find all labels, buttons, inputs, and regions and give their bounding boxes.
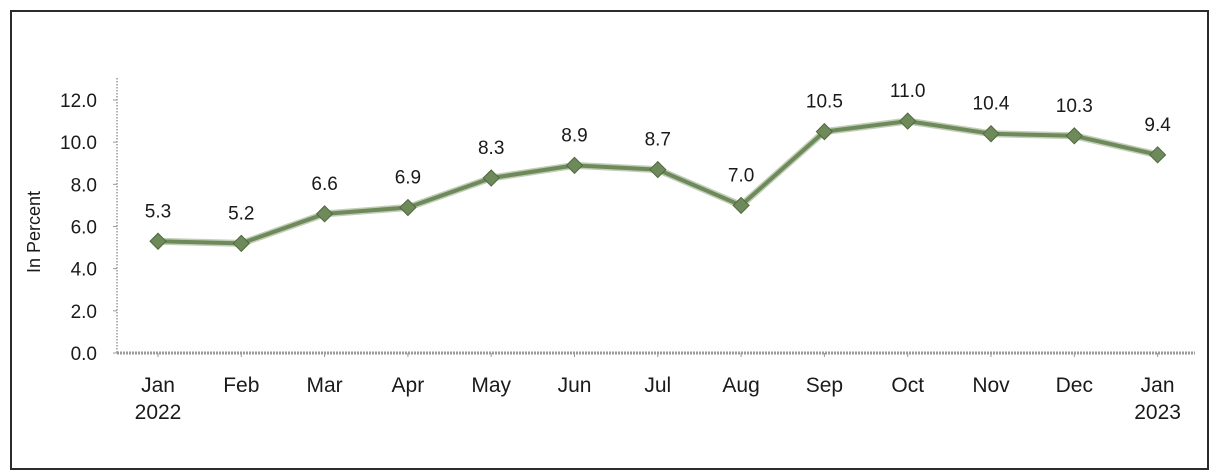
data-label: 10.3 <box>1056 96 1093 117</box>
data-point-marker <box>482 169 500 187</box>
data-label: 5.2 <box>228 203 254 224</box>
data-label: 7.0 <box>728 165 754 186</box>
x-tick-label: Mar <box>307 374 343 397</box>
data-label: 11.0 <box>890 81 926 102</box>
data-point-marker <box>399 198 417 217</box>
data-point-marker <box>232 234 251 253</box>
x-tick-label: Jul <box>644 374 671 397</box>
y-tick-label: 0.0 <box>71 344 97 365</box>
data-point-marker <box>1065 127 1084 145</box>
x-tick-label: Aug <box>722 374 759 397</box>
data-point-marker <box>315 205 334 223</box>
x-tick-label: Apr <box>392 374 425 397</box>
x-tick-label: Feb <box>223 374 259 397</box>
y-tick-label: 2.0 <box>71 302 97 323</box>
data-point-marker <box>815 122 834 141</box>
x-tick-label: Jun <box>558 374 592 397</box>
x-tick-label: Nov <box>972 374 1010 397</box>
data-point-marker <box>982 125 1000 143</box>
data-point-marker <box>149 232 167 250</box>
x-tick-label: Dec <box>1056 374 1093 397</box>
data-label: 8.7 <box>645 130 671 151</box>
x-tick-label: Oct <box>891 374 924 397</box>
data-label: 8.3 <box>478 138 504 159</box>
x-tick-label: Jan <box>1141 374 1175 397</box>
data-label: 6.6 <box>311 174 337 195</box>
y-tick-label: 12.0 <box>60 91 97 112</box>
data-label: 10.5 <box>806 92 843 113</box>
data-label: 10.4 <box>973 94 1010 115</box>
series-layer <box>149 112 1167 253</box>
data-label: 9.4 <box>1144 115 1171 136</box>
data-label: 8.9 <box>561 125 587 146</box>
x-tick-year-label: 2022 <box>135 401 182 424</box>
y-tick-label: 4.0 <box>71 260 97 281</box>
axes: 0.0 2.0 4.0 6.0 8.0 10.0 12.0 In Percent Jan 2022… <box>24 78 1195 424</box>
x-tick-label: Sep <box>806 374 843 397</box>
data-point-marker <box>1148 146 1167 164</box>
data-label: 5.3 <box>145 201 171 222</box>
labels-layer: 5.3 5.2 6.6 6.9 8.3 8.9 8.7 7.0 10.5 11.0 10.4 10.3… <box>145 81 1171 224</box>
data-point-marker <box>732 196 750 215</box>
y-tick-label: 8.0 <box>71 175 97 196</box>
x-tick-year-label: 2023 <box>1134 401 1181 424</box>
data-point-marker <box>649 160 667 179</box>
data-label: 6.9 <box>395 168 421 189</box>
data-point-marker <box>565 156 584 175</box>
x-tick-label: May <box>471 374 511 397</box>
x-tick-label: Jan <box>141 374 175 397</box>
y-tick-label: 10.0 <box>60 133 97 154</box>
y-tick-label: 6.0 <box>71 218 97 239</box>
y-axis-title: In Percent <box>24 191 44 273</box>
line-chart: 0.0 2.0 4.0 6.0 8.0 10.0 12.0 In Percent Jan 2022… <box>24 78 1195 424</box>
data-point-marker <box>898 112 917 130</box>
